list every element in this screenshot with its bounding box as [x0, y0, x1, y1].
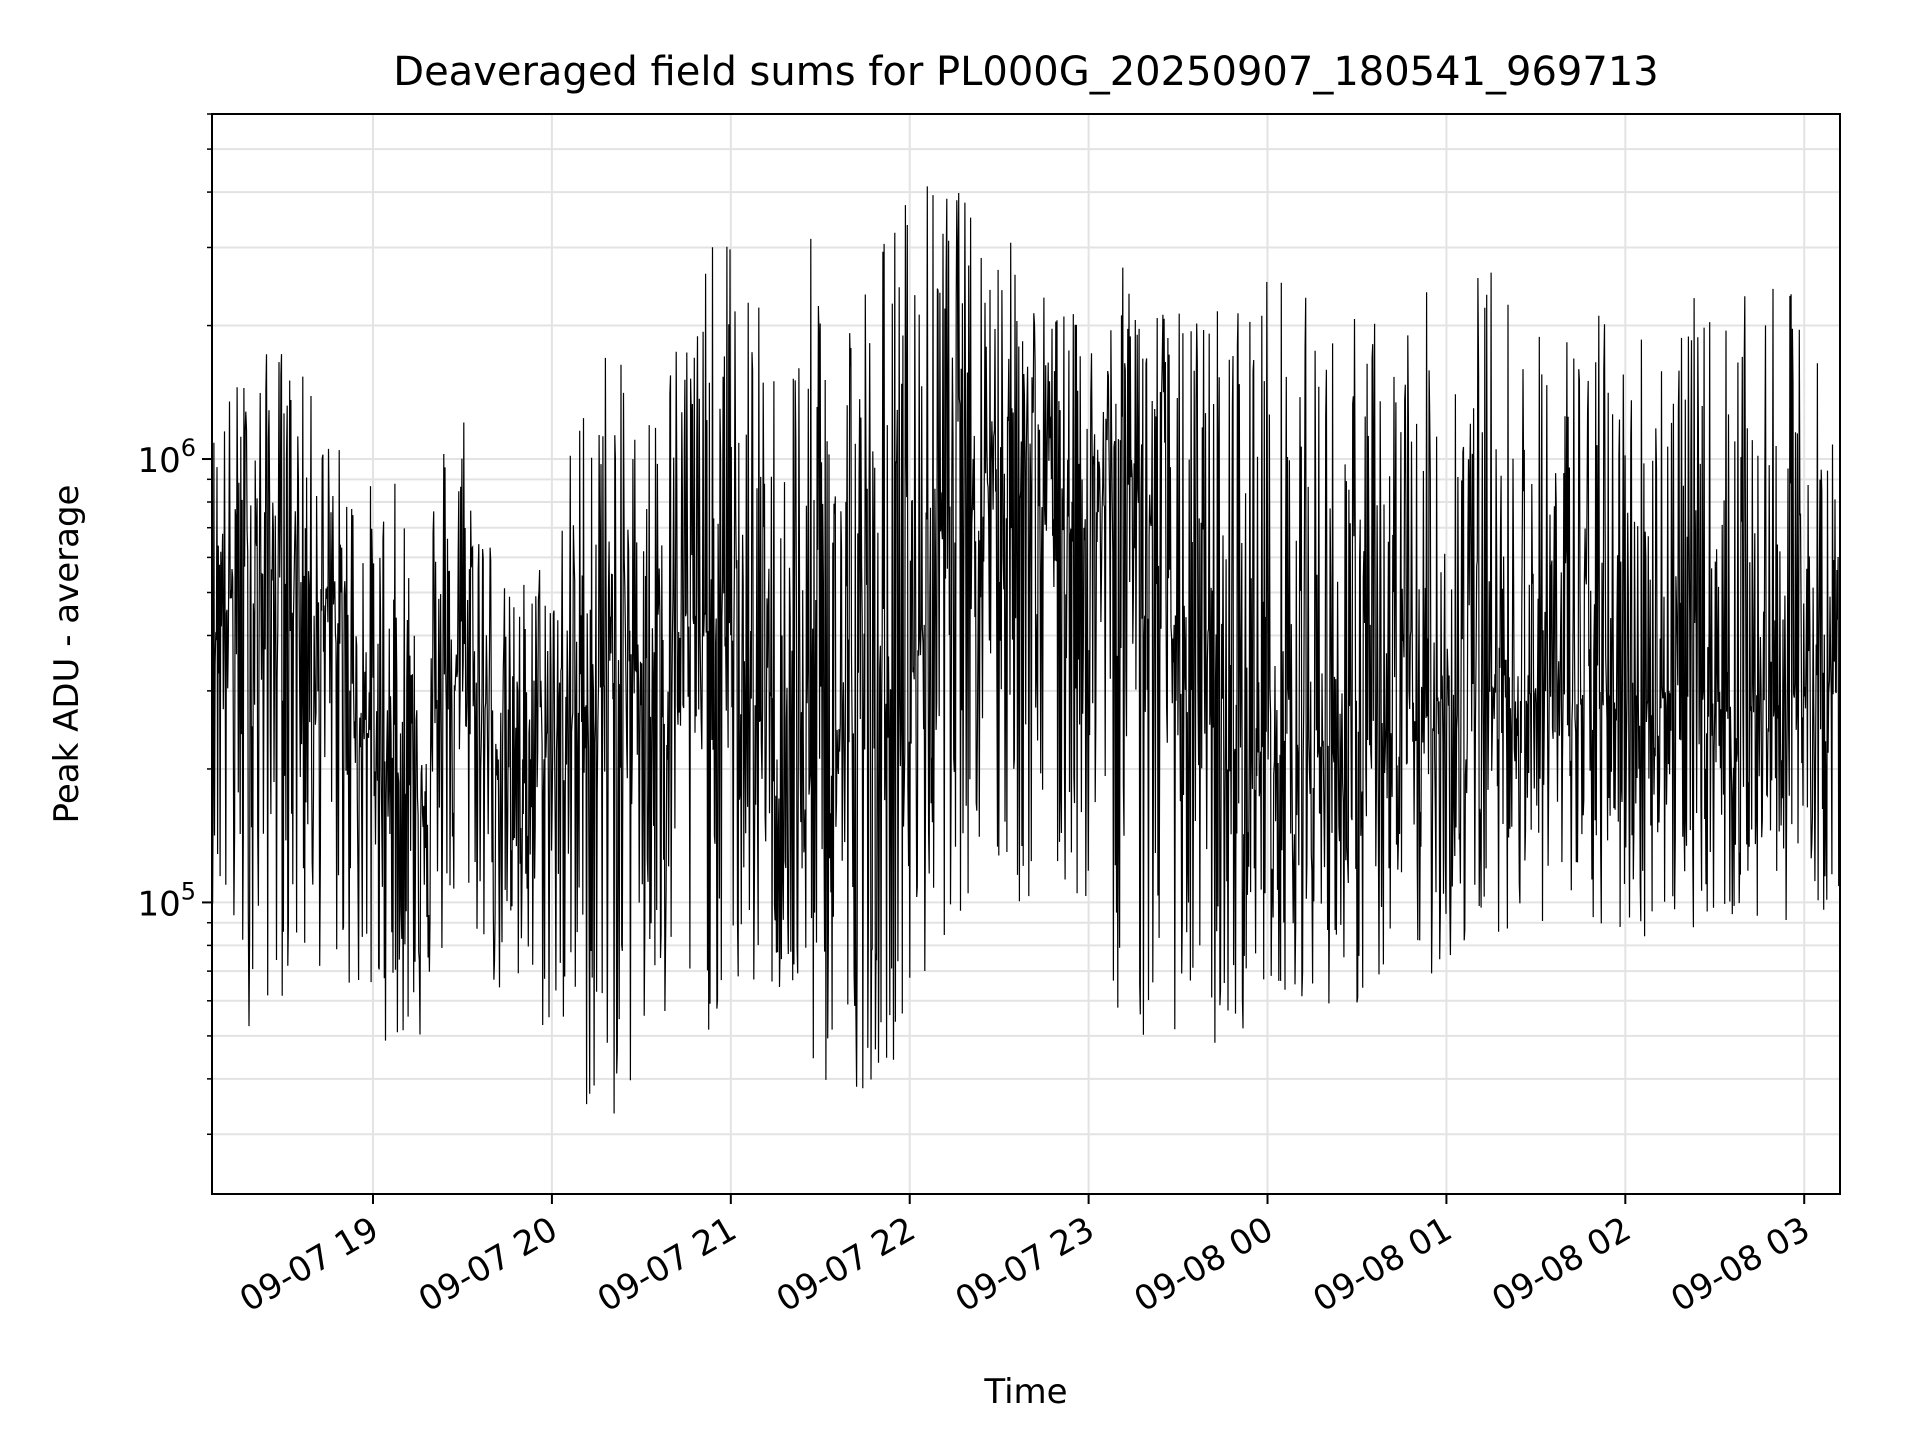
plot-frame: [211, 113, 1841, 1195]
chart-title: Deaveraged field sums for PL000G_2025090…: [393, 49, 1658, 95]
data-series: [211, 186, 1841, 1114]
y-tick-label: 106: [137, 434, 196, 481]
y-tick-label: 105: [137, 877, 196, 924]
series-line: [211, 186, 1841, 1114]
y-axis-label: Peak ADU - average: [47, 485, 87, 824]
x-axis-label: Time: [983, 1372, 1067, 1412]
